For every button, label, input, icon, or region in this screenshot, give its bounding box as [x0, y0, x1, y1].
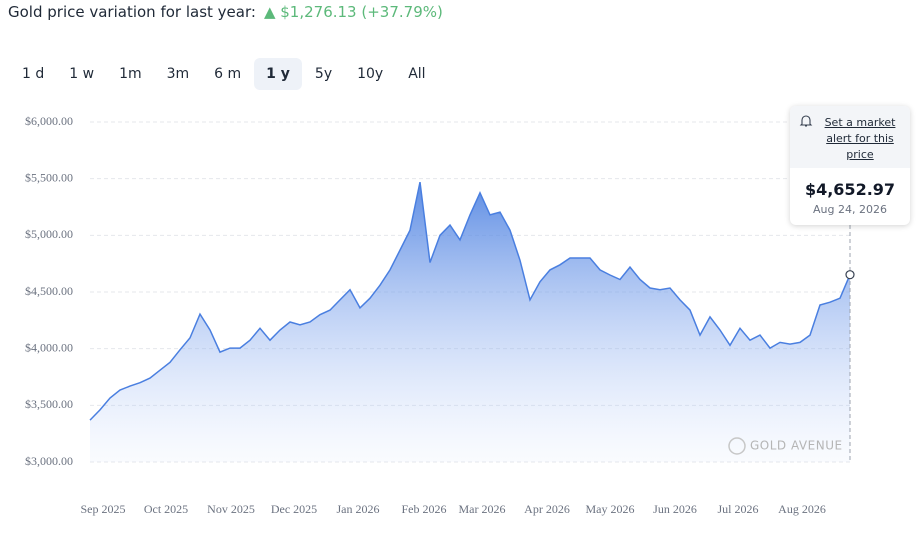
price-area	[90, 182, 850, 462]
range-tab[interactable]: 1 d	[22, 66, 45, 82]
current-point	[845, 270, 855, 280]
x-tick-label: Apr 2026	[524, 502, 570, 516]
y-tick-label: $3,500.00	[25, 397, 73, 411]
watermark-logo	[728, 437, 746, 455]
x-tick-label: Jul 2026	[717, 502, 758, 516]
y-tick-label: $4,000.00	[25, 340, 73, 354]
change-amount: $1,276.13	[280, 3, 357, 21]
x-tick-label: Feb 2026	[402, 502, 447, 516]
y-tick-label: $5,500.00	[25, 170, 73, 184]
alert-section: Set a market alert for this price	[790, 106, 910, 168]
change-percent: (+37.79%)	[361, 3, 443, 21]
price-line	[89, 181, 851, 421]
x-tick-label: Oct 2025	[144, 502, 188, 516]
x-tick-label: Sep 2025	[81, 502, 126, 516]
x-tick-label: May 2026	[586, 502, 635, 516]
x-tick-label: Aug 2026	[778, 502, 826, 516]
x-tick-label: Jan 2026	[337, 502, 380, 516]
tooltip-date: Aug 24, 2026	[813, 203, 887, 216]
price-tooltip: Set a market alert for this price $4,652…	[790, 106, 910, 225]
x-tick-label: Jun 2026	[653, 502, 697, 516]
range-tab[interactable]: 1 w	[69, 66, 95, 82]
range-tab[interactable]: 10y	[357, 66, 384, 82]
watermark: GOLD AVENUE	[728, 437, 843, 455]
tooltip-price: $4,652.97	[804, 180, 896, 199]
range-tab[interactable]: 5y	[314, 66, 333, 82]
y-tick-label: $6,000.00	[25, 114, 73, 128]
range-tab[interactable]: 6 m	[214, 66, 242, 82]
y-tick-label: $5,000.00	[25, 227, 73, 241]
range-tab[interactable]: 1m	[119, 66, 142, 82]
x-tick-label: Mar 2026	[459, 502, 506, 516]
y-tick-label: $4,500.00	[25, 284, 73, 298]
range-tab[interactable]: 3m	[166, 66, 190, 82]
x-tick-label: Dec 2025	[271, 502, 317, 516]
alert-link[interactable]: Set a market alert for this price	[824, 116, 896, 161]
range-tabs: 1 d 1 w 1m 3m 6 m 1 y 5y 10y All	[10, 58, 439, 90]
watermark-text: GOLD AVENUE	[750, 439, 843, 453]
price-change: ▲ $1,276.13 (+37.79%)	[263, 3, 443, 21]
y-tick-label: $3,000.00	[25, 454, 73, 468]
range-tab[interactable]: All	[408, 66, 426, 82]
range-tab[interactable]: 1 y	[254, 58, 302, 90]
bell-icon	[799, 115, 813, 127]
x-tick-label: Nov 2025	[207, 502, 255, 516]
header: Gold price variation for last year: ▲ $1,…	[8, 3, 443, 21]
header-title: Gold price variation for last year:	[8, 3, 256, 21]
